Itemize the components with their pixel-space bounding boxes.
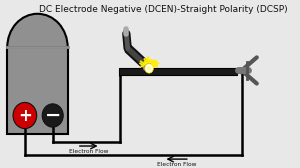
Text: −: −	[44, 106, 61, 125]
Bar	[7, 47, 68, 134]
Bar	[119, 68, 237, 75]
Text: Electron Flow: Electron Flow	[157, 162, 196, 167]
Wedge shape	[7, 14, 68, 47]
Circle shape	[147, 66, 152, 71]
Text: +: +	[18, 107, 32, 124]
Circle shape	[42, 104, 63, 127]
Circle shape	[13, 102, 37, 129]
Text: DC Electrode Negative (DCEN)-Straight Polarity (DCSP): DC Electrode Negative (DCEN)-Straight Po…	[39, 5, 288, 14]
Circle shape	[145, 64, 153, 73]
Text: Electron Flow: Electron Flow	[69, 149, 108, 154]
